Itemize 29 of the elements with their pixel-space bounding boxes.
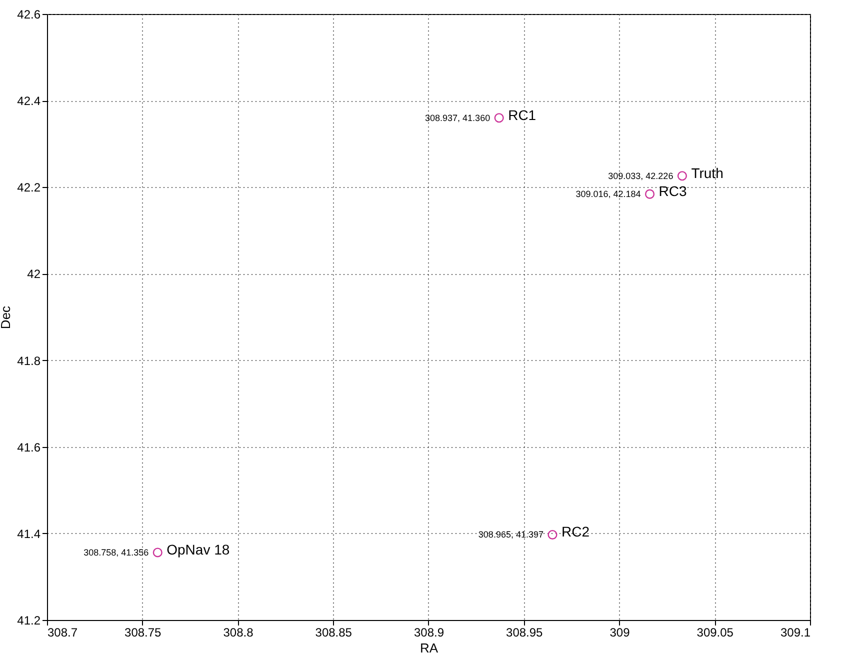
y-tick-label: 42.6 xyxy=(17,8,41,22)
x-tick-label: 309.05 xyxy=(696,626,734,640)
data-label: 308.965, 41.397 xyxy=(478,530,544,540)
x-tick-label: 308.8 xyxy=(223,626,254,640)
x-tick-label: 308.75 xyxy=(124,626,162,640)
annotation: OpNav 18 xyxy=(166,541,230,558)
x-tick-label: 308.85 xyxy=(315,626,352,640)
annotation: Truth xyxy=(691,164,724,181)
y-tick-label: 41.4 xyxy=(17,526,41,541)
x-tick-label: 308.95 xyxy=(506,626,544,640)
annotation: RC2 xyxy=(561,524,590,540)
x-tick-label: 308.7 xyxy=(48,626,78,640)
annotation: RC3 xyxy=(658,183,687,200)
data-label: 309.033, 42.226 xyxy=(608,170,674,181)
x-tick-label: 309.1 xyxy=(780,626,811,640)
y-tick-label: 42.2 xyxy=(17,180,41,195)
y-tick-label: 42 xyxy=(27,267,41,282)
y-tick-label: 42.4 xyxy=(17,94,41,108)
x-tick-label: 308.9 xyxy=(414,626,444,640)
data-label: 308.937, 41.360 xyxy=(425,112,490,123)
data-label: 309.016, 42.184 xyxy=(576,189,641,200)
y-tick-label: 41.2 xyxy=(17,614,41,628)
y-tick-label: 41.8 xyxy=(17,354,41,368)
x-tick-label: 309 xyxy=(610,626,630,640)
data-label: 308.758, 41.356 xyxy=(84,547,149,558)
y-axis-title: Dec xyxy=(0,305,14,330)
x-axis-title: RA xyxy=(420,640,438,656)
y-tick-label: 41.6 xyxy=(17,440,41,454)
annotation: RC1 xyxy=(508,106,536,123)
